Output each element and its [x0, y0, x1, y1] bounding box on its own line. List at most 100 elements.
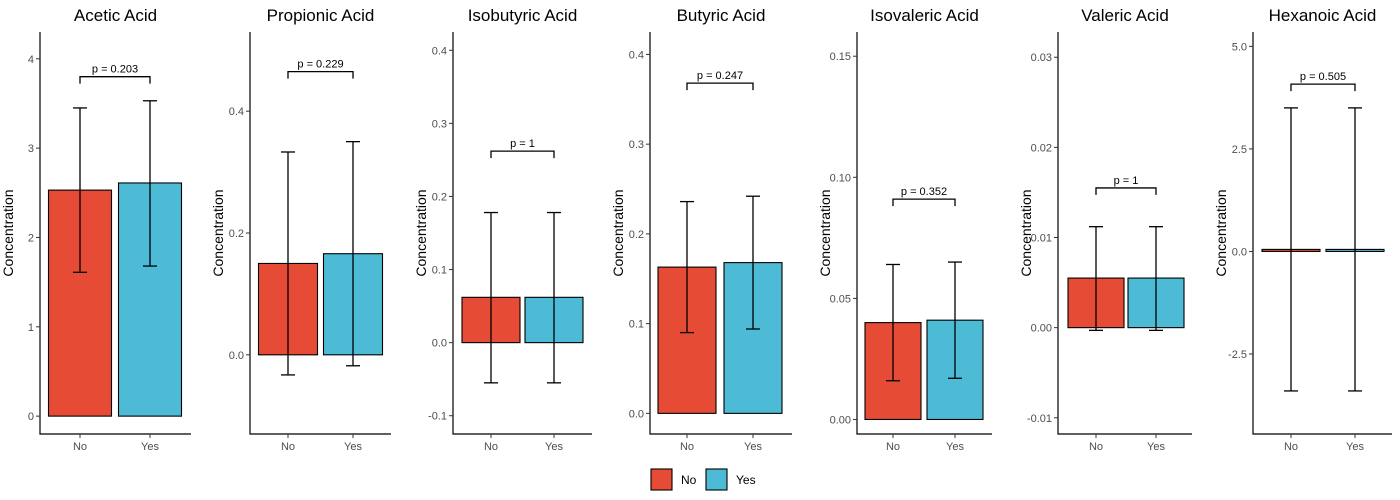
y-tick-label: 0.05: [830, 293, 851, 305]
error-bar-yes: [346, 140, 360, 367]
y-axis-label: Concentration: [413, 189, 429, 276]
panel-title: Valeric Acid: [1081, 6, 1169, 25]
legend-swatch-no: [650, 468, 673, 491]
panel-valeric-acid: Valeric Acid Concentration p = 1 -0.01 0.00 0…: [1018, 6, 1192, 453]
y-axis-label: Concentration: [210, 189, 226, 276]
bracket-line: [686, 82, 754, 91]
p-value-label: p = 0.247: [697, 70, 743, 82]
y-tick-label: 1: [28, 322, 34, 334]
x-tick-label: Yes: [744, 441, 762, 453]
y-tick-label: 0.4: [432, 45, 447, 57]
legend: No Yes: [650, 468, 756, 491]
panel-propionic-acid: Propionic Acid Concentration p = 0.229 0.0 0…: [210, 6, 391, 453]
x-tick-label: No: [281, 441, 295, 453]
bracket-line: [490, 150, 555, 159]
legend-swatch-yes: [705, 468, 728, 491]
significance-bracket: [892, 198, 956, 207]
panel-title: Hexanoic Acid: [1269, 6, 1377, 25]
y-tick-label: 0.1: [432, 265, 447, 277]
panel-hexanoic-acid: Hexanoic Acid Concentration p = 0.505 -2.5 0…: [1213, 6, 1392, 453]
y-tick-label: 0.2: [629, 229, 644, 241]
y-tick-label: 0.3: [432, 118, 447, 130]
bracket-line: [1095, 187, 1157, 195]
y-tick-label: -0.01: [1027, 413, 1052, 425]
x-tick-label: No: [680, 441, 694, 453]
x-tick-label: No: [886, 441, 900, 453]
y-tick-label: 0.01: [1031, 233, 1052, 245]
y-tick-label: 0.0: [1232, 246, 1247, 258]
p-value-label: p = 1: [510, 138, 535, 150]
p-value-label: p = 1: [1114, 175, 1139, 187]
y-tick-label: 0.0: [229, 350, 244, 362]
error-bar-no: [1284, 107, 1298, 392]
error-bar-no: [1089, 226, 1103, 331]
y-tick-label: 4: [28, 54, 34, 66]
legend-label-yes: Yes: [736, 473, 756, 487]
significance-bracket: [490, 150, 555, 159]
bracket-line: [79, 76, 151, 84]
x-tick-label: No: [1089, 441, 1103, 453]
y-tick-label: 0.03: [1031, 52, 1052, 64]
y-axis-label: Concentration: [1018, 189, 1034, 276]
y-axis-label: Concentration: [610, 189, 626, 276]
error-bar-no: [73, 107, 87, 273]
x-tick-label: Yes: [141, 441, 159, 453]
p-value-label: p = 0.352: [901, 186, 947, 198]
y-tick-label: 2: [28, 232, 34, 244]
y-tick-label: 0.15: [830, 51, 851, 63]
x-tick-label: Yes: [344, 441, 362, 453]
error-bar-no: [680, 200, 694, 334]
error-bar-yes: [143, 100, 157, 267]
y-tick-label: 0.00: [1031, 323, 1052, 335]
x-tick-label: Yes: [1346, 441, 1364, 453]
legend-label-no: No: [681, 473, 697, 487]
significance-bracket: [1095, 187, 1157, 195]
error-bar-yes: [1149, 226, 1163, 331]
y-axis-label: Concentration: [817, 189, 833, 276]
x-tick-label: No: [1284, 441, 1298, 453]
error-bar-yes: [746, 195, 760, 330]
panel-isovaleric-acid: Isovaleric Acid Concentration p = 0.352 0.0…: [817, 6, 992, 453]
panel-title: Isobutyric Acid: [468, 6, 578, 25]
p-value-label: p = 0.203: [92, 64, 138, 76]
y-tick-label: 0.0: [432, 338, 447, 350]
y-tick-label: 0.10: [830, 172, 851, 184]
p-value-label: p = 0.229: [297, 59, 343, 71]
panel-title: Acetic Acid: [74, 6, 157, 25]
panel-title: Propionic Acid: [267, 6, 375, 25]
y-tick-label: 0.2: [229, 228, 244, 240]
x-tick-label: No: [73, 441, 87, 453]
y-tick-label: 2.5: [1232, 144, 1247, 156]
y-tick-label: 0.4: [629, 49, 644, 61]
error-bar-yes: [1348, 107, 1362, 392]
y-tick-label: 0.1: [629, 319, 644, 331]
error-bar-yes: [948, 261, 962, 379]
y-tick-label: 0.0: [629, 408, 644, 420]
panel-isobutyric-acid: Isobutyric Acid Concentration p = 1 -0.1 0.0…: [413, 6, 592, 453]
error-bar-no: [484, 211, 498, 384]
panel-butyric-acid: Butyric Acid Concentration p = 0.247 0.0 0.1…: [610, 6, 792, 453]
bracket-line: [892, 198, 956, 207]
y-axis-label: Concentration: [0, 189, 16, 276]
y-tick-label: 3: [28, 143, 34, 155]
panel-acetic-acid: Acetic Acid Concentration p = 0.203 0 1 2 3 4 No…: [0, 6, 191, 453]
p-value-label: p = 0.505: [1300, 71, 1346, 83]
y-tick-label: 5.0: [1232, 41, 1247, 53]
x-tick-label: Yes: [545, 441, 563, 453]
y-axis-label: Concentration: [1213, 189, 1229, 276]
x-tick-label: Yes: [1147, 441, 1165, 453]
x-tick-label: No: [484, 441, 498, 453]
y-tick-label: 0.00: [830, 414, 851, 426]
y-tick-label: 0.3: [629, 139, 644, 151]
y-tick-label: 0.02: [1031, 142, 1052, 154]
y-tick-label: -0.1: [428, 411, 447, 423]
significance-bracket: [79, 76, 151, 84]
significance-bracket: [686, 82, 754, 91]
y-tick-label: 0.4: [229, 106, 244, 118]
y-tick-label: -2.5: [1228, 349, 1247, 361]
y-tick-label: 0.2: [432, 191, 447, 203]
significance-bracket: [287, 70, 354, 79]
panel-title: Butyric Acid: [677, 6, 766, 25]
error-bar-no: [886, 263, 900, 382]
